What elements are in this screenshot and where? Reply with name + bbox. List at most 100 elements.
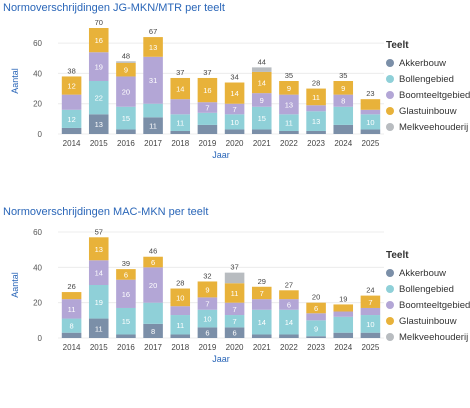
legend-title: Teelt <box>386 250 409 261</box>
bar-segment <box>116 269 136 280</box>
bar-segment <box>251 93 272 107</box>
x-tick-label: 2025 <box>362 139 380 148</box>
data-label: 20 <box>149 281 157 290</box>
legend-item: Bollengebied <box>386 71 470 87</box>
data-label: 14 <box>285 318 293 327</box>
bar-segment <box>306 302 326 314</box>
data-label: 10 <box>366 320 374 329</box>
bar-segment <box>61 109 82 128</box>
bar-segment <box>170 130 191 134</box>
y-tick-label: 60 <box>33 39 42 48</box>
x-tick-label: 2015 <box>90 343 108 352</box>
data-label: 9 <box>287 84 291 93</box>
bar-segment <box>360 99 381 110</box>
legend-swatch <box>386 123 394 131</box>
bar-segment <box>143 302 163 324</box>
bar-segment <box>360 114 381 130</box>
bar-segment <box>88 318 109 338</box>
y-axis-label: Aantal <box>10 272 20 298</box>
data-label: 12 <box>67 115 75 124</box>
bar-segment <box>224 302 245 316</box>
x-tick-label: 2021 <box>253 343 271 352</box>
bar-segment <box>61 299 82 319</box>
legend-item: Glastuinbouw <box>386 313 470 329</box>
data-label: 16 <box>203 86 211 95</box>
x-tick-label: 2015 <box>90 139 108 148</box>
x-axis-label: Jaar <box>212 150 230 160</box>
bar-segment <box>251 129 272 134</box>
y-tick-label: 20 <box>33 100 42 109</box>
legend-item: Glastuinbouw <box>386 103 470 119</box>
x-tick-label: 2020 <box>226 139 244 148</box>
total-label: 28 <box>176 279 184 288</box>
data-label: 16 <box>122 290 130 299</box>
bar-segment <box>333 106 354 125</box>
data-label: 15 <box>258 114 266 123</box>
data-label: 6 <box>287 300 291 309</box>
bar-segment <box>88 237 109 261</box>
bar-segment <box>143 117 163 134</box>
legend-label: Akkerbouw <box>399 267 446 279</box>
bar-segment <box>251 67 272 72</box>
bar-segment <box>61 292 82 300</box>
bar-segment <box>251 299 272 310</box>
x-tick-label: 2016 <box>117 343 135 352</box>
bar-segment <box>360 307 381 316</box>
data-label: 6 <box>314 304 318 313</box>
chart-title: Normoverschrijdingen MAC-MKN per teelt <box>3 206 209 218</box>
bar-segment <box>170 99 191 115</box>
bar-segment <box>143 56 163 104</box>
bar-segment <box>88 285 109 319</box>
bar-segment <box>197 309 218 328</box>
bar-segment <box>197 102 218 113</box>
bar-segment <box>170 315 191 335</box>
total-label: 34 <box>230 73 238 82</box>
x-tick-label: 2024 <box>334 139 352 148</box>
total-label: 44 <box>258 57 266 66</box>
bar-segment <box>116 106 136 130</box>
bar-segment <box>306 105 326 112</box>
y-tick-label: 20 <box>33 299 42 308</box>
data-label: 9 <box>341 84 345 93</box>
data-label: 7 <box>232 105 236 114</box>
bar-segment <box>61 94 82 110</box>
total-label: 37 <box>176 68 184 77</box>
legend-item: Boomteeltgebied <box>386 297 470 313</box>
bar-segment <box>170 77 191 100</box>
data-label: 13 <box>149 43 157 52</box>
x-axis-label: Jaar <box>212 354 230 364</box>
bar-segment <box>143 267 163 303</box>
legend-swatch <box>386 91 394 99</box>
legend-swatch <box>386 285 394 293</box>
data-label: 11 <box>149 122 157 131</box>
bar-segment <box>61 332 82 338</box>
data-label: 6 <box>205 329 209 338</box>
legend-swatch <box>386 301 394 309</box>
data-label: 11 <box>285 119 293 128</box>
data-label: 14 <box>176 85 184 94</box>
data-label: 31 <box>149 76 157 85</box>
x-tick-label: 2019 <box>199 343 217 352</box>
data-label: 6 <box>124 270 128 279</box>
data-label: 10 <box>203 315 211 324</box>
bar-segment <box>197 297 218 310</box>
bar-segment <box>224 283 245 303</box>
data-label: 11 <box>231 289 239 298</box>
chart-plot: 0204060Aantal811262014111914135720151516… <box>10 227 384 364</box>
y-tick-label: 40 <box>33 69 42 78</box>
legend-label: Bollengebied <box>399 283 454 295</box>
legend-item: Melkveehouderij <box>386 329 470 345</box>
bar-segment <box>333 304 354 312</box>
data-label: 14 <box>230 89 238 98</box>
bar-segment <box>197 124 218 134</box>
bar-segment <box>279 130 299 134</box>
total-label: 27 <box>285 280 293 289</box>
data-label: 6 <box>232 329 236 338</box>
chart-panel-mac-mkn: Normoverschrijdingen MAC-MKN per teelt 0… <box>0 204 470 404</box>
y-axis-label: Aantal <box>10 68 20 94</box>
bar-segment <box>224 103 245 115</box>
x-tick-label: 2023 <box>307 139 325 148</box>
bar-segment <box>251 71 272 94</box>
bar-segment <box>88 28 109 53</box>
legend-title: Teelt <box>386 40 409 51</box>
